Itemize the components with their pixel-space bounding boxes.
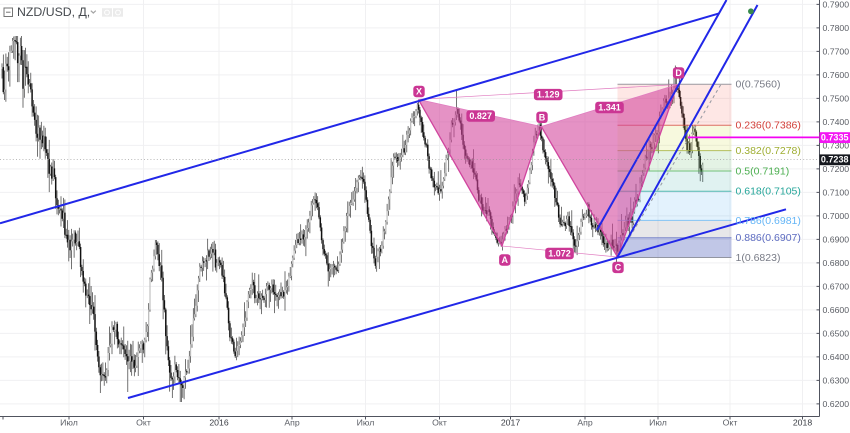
svg-text:0.7400: 0.7400	[823, 117, 850, 127]
svg-text:1.341: 1.341	[598, 103, 621, 113]
svg-text:Июл: Июл	[357, 418, 375, 428]
svg-text:0.7238: 0.7238	[821, 155, 849, 165]
svg-text:0.786(0.6981): 0.786(0.6981)	[736, 215, 801, 227]
svg-text:Окт: Окт	[432, 418, 447, 428]
svg-text:0.236(0.7386): 0.236(0.7386)	[736, 120, 801, 132]
svg-text:0.7335: 0.7335	[821, 132, 849, 142]
svg-text:C: C	[615, 263, 622, 273]
svg-text:0.7000: 0.7000	[823, 211, 850, 221]
svg-text:0.6500: 0.6500	[823, 329, 850, 339]
svg-text:1.129: 1.129	[537, 90, 560, 100]
svg-text:2016: 2016	[209, 418, 228, 428]
svg-text:0.886(0.6907): 0.886(0.6907)	[736, 232, 801, 244]
svg-text:0.7900: 0.7900	[823, 0, 850, 10]
svg-text:X: X	[416, 87, 422, 97]
svg-text:0.6600: 0.6600	[823, 305, 850, 315]
svg-text:0.7200: 0.7200	[823, 164, 850, 174]
svg-text:Апр: Апр	[577, 418, 592, 428]
svg-text:0.6700: 0.6700	[823, 282, 850, 292]
svg-text:0.827: 0.827	[469, 111, 492, 121]
svg-text:0.382(0.7278): 0.382(0.7278)	[736, 145, 801, 157]
svg-text:0(0.7560): 0(0.7560)	[736, 79, 781, 91]
svg-text:D: D	[675, 68, 682, 78]
svg-text:Окт: Окт	[723, 418, 738, 428]
svg-text:0.6400: 0.6400	[823, 352, 850, 362]
svg-text:0.6900: 0.6900	[823, 235, 850, 245]
svg-text:2017: 2017	[501, 418, 520, 428]
svg-text:A: A	[502, 255, 509, 265]
svg-text:0.7700: 0.7700	[823, 47, 850, 57]
svg-text:0.6300: 0.6300	[823, 376, 850, 386]
svg-text:0.5(0.7191): 0.5(0.7191)	[736, 165, 790, 177]
svg-text:Июл: Июл	[649, 418, 667, 428]
svg-text:0.7600: 0.7600	[823, 70, 850, 80]
svg-text:0.7100: 0.7100	[823, 188, 850, 198]
svg-text:1(0.6823): 1(0.6823)	[736, 252, 781, 264]
svg-text:0.6200: 0.6200	[823, 399, 850, 409]
svg-text:Июл: Июл	[60, 418, 78, 428]
svg-text:Апр: Апр	[284, 418, 299, 428]
svg-text:0.618(0.7105): 0.618(0.7105)	[736, 186, 801, 198]
svg-text:0.7800: 0.7800	[823, 23, 850, 33]
svg-text:2018: 2018	[793, 418, 812, 428]
svg-text:1.072: 1.072	[548, 249, 571, 259]
svg-text:0.7500: 0.7500	[823, 94, 850, 104]
svg-text:B: B	[539, 112, 546, 122]
svg-text:NZD/USD, Д,: NZD/USD, Д,	[17, 5, 90, 19]
svg-text:Окт: Окт	[136, 418, 151, 428]
svg-text:0.6800: 0.6800	[823, 258, 850, 268]
